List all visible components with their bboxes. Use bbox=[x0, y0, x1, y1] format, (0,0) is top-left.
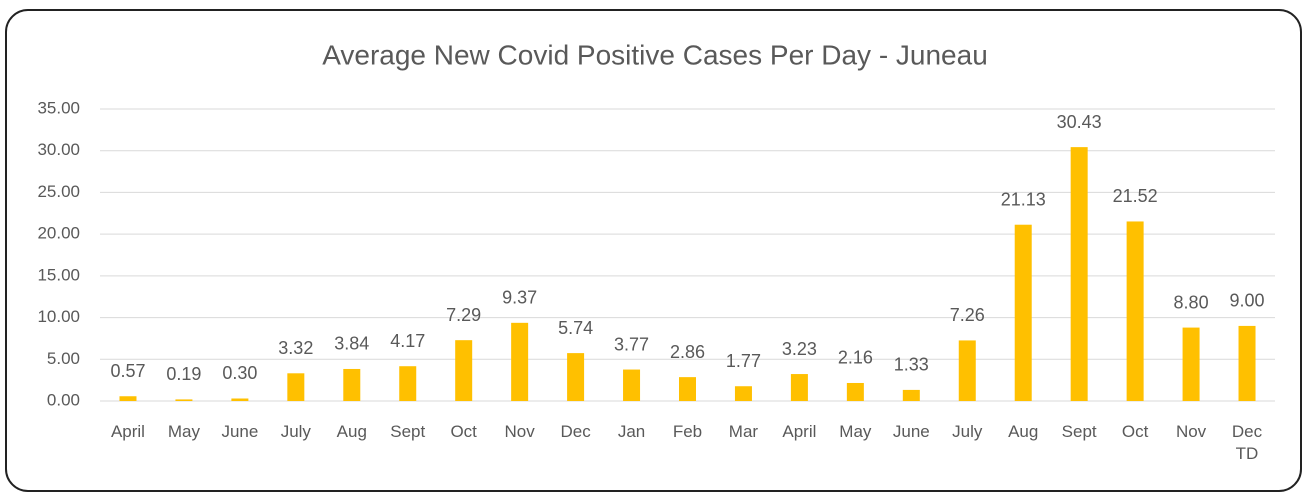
data-label: 7.26 bbox=[950, 305, 985, 325]
bar bbox=[567, 353, 585, 401]
y-tick-label: 20.00 bbox=[37, 224, 80, 243]
x-tick-label: Nov bbox=[504, 422, 535, 441]
bar bbox=[679, 377, 696, 401]
bar bbox=[1126, 221, 1144, 401]
bar bbox=[1014, 224, 1032, 401]
x-tick-label: Sept bbox=[390, 422, 426, 441]
data-label: 2.16 bbox=[838, 348, 873, 368]
data-label: 21.13 bbox=[1001, 189, 1046, 209]
x-tick-label: May bbox=[167, 422, 200, 441]
y-tick-label: 10.00 bbox=[37, 307, 80, 326]
bar bbox=[790, 374, 808, 401]
data-label: 9.00 bbox=[1230, 291, 1265, 311]
bar bbox=[455, 340, 473, 401]
y-tick-label: 25.00 bbox=[37, 182, 80, 201]
y-tick-label: 5.00 bbox=[47, 349, 80, 368]
data-label: 9.37 bbox=[502, 288, 537, 308]
x-tick-label: June bbox=[221, 422, 259, 441]
data-label: 1.77 bbox=[726, 351, 761, 371]
y-tick-label: 0.00 bbox=[47, 390, 80, 409]
data-label: 21.52 bbox=[1113, 186, 1158, 206]
x-tick-label: Oct bbox=[450, 422, 477, 441]
bar bbox=[623, 369, 641, 401]
y-tick-label: 30.00 bbox=[37, 140, 80, 159]
x-tick-label: April bbox=[782, 422, 817, 441]
chart-title: Average New Covid Positive Cases Per Day… bbox=[322, 39, 988, 70]
bar bbox=[846, 382, 864, 401]
x-tick-label: Oct bbox=[1121, 422, 1149, 441]
bar bbox=[1182, 327, 1200, 401]
data-label: 3.32 bbox=[278, 338, 313, 358]
chart-border bbox=[5, 9, 1302, 492]
data-label: 4.17 bbox=[390, 331, 425, 351]
data-label: 0.19 bbox=[166, 364, 201, 384]
x-tick-label: Mar bbox=[728, 422, 759, 441]
bar bbox=[1070, 147, 1088, 401]
x-tick-label: Dec bbox=[560, 422, 591, 441]
y-tick-label: 35.00 bbox=[37, 98, 80, 117]
x-tick-label: Feb bbox=[672, 422, 703, 441]
x-tick-label: Jan bbox=[617, 422, 646, 441]
bar bbox=[231, 398, 249, 401]
x-tick-label: Aug bbox=[336, 422, 367, 441]
data-label: 3.77 bbox=[614, 334, 649, 354]
x-tick-label: Dec TD bbox=[1231, 422, 1263, 463]
bar bbox=[343, 368, 361, 401]
bar bbox=[399, 366, 417, 401]
x-tick-label: May bbox=[839, 422, 872, 441]
bar bbox=[511, 322, 529, 401]
data-label: 5.74 bbox=[558, 318, 593, 338]
data-label: 30.43 bbox=[1057, 112, 1102, 132]
bar bbox=[958, 340, 976, 401]
x-tick-label: Aug bbox=[1008, 422, 1039, 441]
data-label: 0.57 bbox=[110, 361, 145, 381]
data-label: 1.33 bbox=[894, 355, 929, 375]
bar bbox=[175, 399, 193, 401]
bar bbox=[119, 396, 137, 401]
x-tick-label: July bbox=[280, 422, 311, 441]
data-label: 0.30 bbox=[222, 363, 257, 383]
x-tick-label: April bbox=[110, 422, 145, 441]
data-label: 2.86 bbox=[670, 342, 705, 362]
data-label: 7.29 bbox=[446, 305, 481, 325]
x-tick-label: Sept bbox=[1061, 422, 1097, 441]
bar bbox=[734, 386, 752, 401]
x-tick-label: July bbox=[952, 422, 983, 441]
bar bbox=[902, 389, 920, 401]
data-label: 3.23 bbox=[782, 339, 817, 359]
x-tick-label: Nov bbox=[1175, 422, 1207, 441]
bar bbox=[1238, 325, 1256, 401]
x-tick-label: June bbox=[892, 422, 930, 441]
data-label: 3.84 bbox=[334, 334, 369, 354]
y-tick-label: 15.00 bbox=[37, 265, 80, 284]
bar bbox=[287, 373, 305, 401]
data-label: 8.80 bbox=[1174, 292, 1209, 312]
